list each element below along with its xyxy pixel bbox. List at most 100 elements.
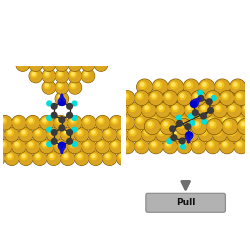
Circle shape [40, 140, 53, 153]
Circle shape [209, 118, 212, 122]
Circle shape [162, 121, 170, 128]
Circle shape [12, 116, 25, 129]
Circle shape [137, 142, 143, 148]
Circle shape [185, 128, 198, 141]
Circle shape [186, 105, 193, 112]
Circle shape [61, 151, 75, 165]
Circle shape [107, 140, 120, 153]
Circle shape [14, 142, 20, 148]
Circle shape [89, 128, 102, 141]
Circle shape [0, 128, 4, 141]
Circle shape [42, 70, 55, 82]
Circle shape [70, 60, 76, 66]
Circle shape [36, 154, 39, 158]
Circle shape [161, 93, 175, 107]
Circle shape [223, 120, 237, 134]
Circle shape [108, 93, 114, 100]
Circle shape [32, 50, 35, 52]
Circle shape [96, 48, 102, 54]
Circle shape [120, 154, 123, 158]
Circle shape [192, 93, 206, 107]
Circle shape [195, 118, 198, 122]
Circle shape [78, 131, 81, 134]
Circle shape [98, 118, 104, 124]
Circle shape [156, 104, 170, 117]
Circle shape [5, 151, 19, 165]
Circle shape [234, 91, 248, 105]
Circle shape [56, 82, 68, 94]
Circle shape [176, 120, 190, 134]
Circle shape [67, 138, 72, 144]
Circle shape [106, 115, 120, 129]
Circle shape [232, 108, 239, 115]
Circle shape [28, 118, 34, 124]
Circle shape [55, 70, 68, 82]
Circle shape [61, 128, 75, 141]
Circle shape [84, 48, 89, 54]
Circle shape [112, 142, 118, 148]
Circle shape [6, 50, 9, 52]
Circle shape [234, 83, 237, 86]
Circle shape [194, 142, 200, 148]
Circle shape [56, 58, 68, 70]
Circle shape [18, 48, 24, 54]
Circle shape [152, 118, 155, 122]
Circle shape [128, 103, 142, 117]
Circle shape [230, 106, 246, 121]
Circle shape [194, 95, 200, 102]
Circle shape [46, 50, 48, 52]
Circle shape [126, 142, 132, 148]
Circle shape [149, 115, 163, 129]
Circle shape [99, 142, 102, 146]
Circle shape [167, 139, 172, 143]
Circle shape [116, 151, 130, 165]
Circle shape [70, 83, 76, 89]
Circle shape [7, 130, 13, 136]
Circle shape [144, 129, 150, 136]
Circle shape [51, 112, 57, 118]
Circle shape [120, 115, 134, 129]
Circle shape [26, 116, 40, 130]
Circle shape [153, 80, 167, 94]
Circle shape [72, 84, 74, 87]
Circle shape [230, 80, 245, 94]
Circle shape [29, 142, 32, 146]
Circle shape [195, 122, 198, 126]
Circle shape [35, 130, 41, 136]
Circle shape [201, 105, 207, 112]
Circle shape [70, 142, 76, 148]
Circle shape [151, 142, 157, 148]
Circle shape [112, 118, 118, 124]
Circle shape [61, 128, 74, 141]
Circle shape [31, 72, 37, 77]
Circle shape [121, 92, 134, 104]
Circle shape [19, 50, 22, 52]
Circle shape [166, 94, 170, 97]
Circle shape [89, 151, 103, 165]
Circle shape [140, 109, 144, 112]
Circle shape [121, 140, 134, 153]
Circle shape [209, 142, 212, 146]
Circle shape [22, 131, 25, 134]
Circle shape [220, 116, 234, 129]
Circle shape [30, 70, 42, 82]
Circle shape [3, 46, 16, 60]
Circle shape [63, 130, 69, 136]
Circle shape [110, 116, 124, 130]
Circle shape [59, 117, 65, 122]
Circle shape [188, 130, 191, 134]
Circle shape [124, 116, 137, 129]
Circle shape [208, 117, 214, 124]
Circle shape [124, 118, 127, 122]
Circle shape [199, 106, 214, 121]
Circle shape [69, 82, 81, 94]
Circle shape [142, 127, 156, 142]
Circle shape [152, 142, 155, 146]
Circle shape [232, 82, 239, 88]
Circle shape [29, 70, 42, 82]
Circle shape [227, 103, 241, 117]
Circle shape [51, 104, 57, 109]
Circle shape [238, 118, 241, 122]
Circle shape [172, 105, 179, 112]
FancyBboxPatch shape [146, 193, 226, 212]
